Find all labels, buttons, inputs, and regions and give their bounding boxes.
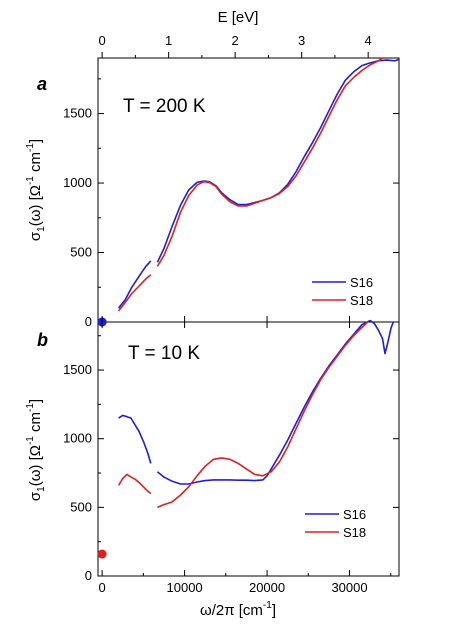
panel-b-frame — [97, 321, 400, 577]
panel-b-y-sub: 1 — [36, 486, 47, 492]
bottom-tick-label-0: 0 — [99, 580, 106, 595]
top-axis-ticks: 0 1 2 3 4 — [99, 33, 372, 58]
panel-a-series-s16-segment-0 — [117, 260, 152, 309]
panel-a-y-ticks: 0 500 1000 1500 — [63, 78, 399, 329]
bottom-tick-label-2: 20000 — [249, 580, 285, 595]
panel-b-y-sup1: -1 — [25, 436, 36, 445]
bottom-axis-title-sup: -1 — [263, 600, 272, 611]
panel-b-ytick-label-0: 0 — [85, 568, 92, 583]
panel-a-legend-label-s16: S16 — [350, 275, 373, 290]
panel-a-series-s18-segment-1 — [156, 57, 383, 267]
panel-a-letter: a — [37, 74, 47, 94]
panel-b-y-axis-title: σ1(ω) [Ω-1 cm-1] — [25, 399, 47, 501]
panel-b-legend: S16 S18 — [305, 507, 366, 540]
panel-a-ytick-label-1: 500 — [70, 245, 92, 260]
panel-a-y-cm: cm — [27, 152, 44, 176]
panel-b-y-sup2: -1 — [25, 403, 36, 412]
panel-b-y-omega: (ω) [Ω — [27, 445, 44, 486]
panel-a-y-omega: (ω) [Ω — [27, 185, 44, 226]
bottom-axis-title: ω/2π [cm-1] — [200, 600, 276, 619]
top-tick-label-1: 1 — [165, 33, 172, 48]
panel-b-ytick-label-1: 500 — [70, 499, 92, 514]
panel-a-series-s18-segment-0 — [117, 274, 152, 312]
panel-b-dc-points — [97, 317, 107, 559]
panel-a-y-axis-title: σ1(ω) [Ω-1 cm-1] — [25, 139, 47, 241]
panel-b-series-s16-segment-0 — [118, 414, 152, 464]
bottom-tick-label-1: 10000 — [167, 580, 203, 595]
top-tick-label-2: 2 — [232, 33, 239, 48]
top-energy-axis: E [eV] 0 1 2 3 4 — [99, 9, 372, 58]
panel-a: a T = 200 K 0 500 1000 1500 S16 S18 — [37, 57, 400, 329]
panel-a-y-end: ] — [27, 139, 44, 143]
bottom-tick-label-3: 30000 — [331, 580, 367, 595]
panel-b: b T = 10 K 0 500 1000 1500 S16 S18 — [37, 317, 400, 583]
panel-b-legend-label-s18: S18 — [343, 525, 366, 540]
bottom-axis-ticks: 0 10000 20000 30000 — [99, 316, 392, 595]
panel-a-ytick-label-0: 0 — [85, 314, 92, 329]
bottom-axis-title-main: ω/2π [cm — [200, 602, 263, 619]
panel-b-ytick-label-3: 1500 — [63, 362, 92, 377]
panel-b-y-sigma: σ — [27, 491, 44, 501]
panel-b-series-s16-segment-1 — [156, 319, 394, 485]
top-tick-label-3: 3 — [298, 33, 305, 48]
panel-a-y-sub: 1 — [36, 226, 47, 232]
panel-a-y-sup1: -1 — [25, 176, 36, 185]
bottom-axis-title-end: ] — [272, 602, 276, 619]
panel-b-series-s18-segment-1 — [157, 321, 369, 509]
panel-b-y-ticks: 0 500 1000 1500 — [63, 335, 399, 583]
panel-a-temperature: T = 200 K — [123, 96, 206, 117]
top-axis-title: E [eV] — [218, 9, 259, 26]
top-tick-label-0: 0 — [99, 33, 106, 48]
panel-a-series — [117, 57, 400, 312]
panel-b-dc-point-1 — [97, 549, 107, 559]
panel-b-y-cm: cm — [27, 412, 44, 436]
panel-a-y-sigma: σ — [27, 231, 44, 241]
panel-b-letter: b — [37, 330, 48, 350]
panel-a-series-s16-segment-1 — [156, 58, 400, 263]
panel-b-y-end: ] — [27, 399, 44, 403]
panel-a-legend: S16 S18 — [312, 275, 373, 308]
panel-a-legend-label-s18: S18 — [350, 293, 373, 308]
panel-b-temperature: T = 10 K — [128, 343, 200, 364]
panel-b-legend-label-s16: S16 — [343, 507, 366, 522]
panel-a-ytick-label-2: 1000 — [63, 175, 92, 190]
top-tick-label-4: 4 — [365, 33, 372, 48]
panel-b-series-s18-segment-0 — [117, 473, 152, 495]
panel-a-ytick-label-3: 1500 — [63, 106, 92, 121]
panel-a-y-sup2: -1 — [25, 143, 36, 152]
panel-b-ytick-label-2: 1000 — [63, 431, 92, 446]
panel-b-series — [117, 319, 394, 509]
